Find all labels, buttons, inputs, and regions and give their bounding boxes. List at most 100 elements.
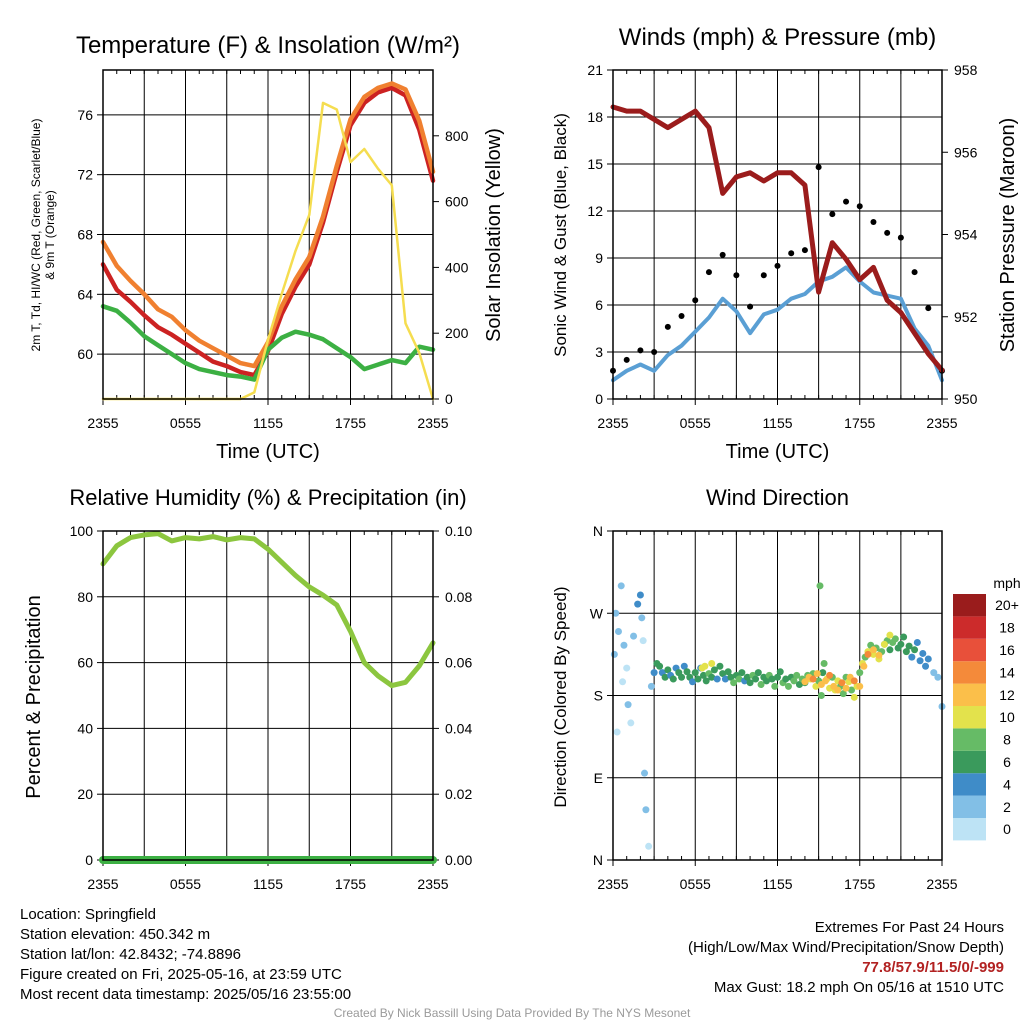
wind-gust-point bbox=[856, 203, 863, 210]
legend-title: mph bbox=[993, 575, 1020, 591]
temp-ytick-right-label: 400 bbox=[445, 259, 469, 275]
wind-frame bbox=[612, 69, 943, 400]
wind-gust-point bbox=[719, 251, 726, 258]
dir-point bbox=[683, 668, 691, 676]
wind-title: Winds (mph) & Pressure (mb) bbox=[619, 24, 936, 51]
dir-point bbox=[664, 666, 672, 674]
extremes-info: Extremes For Past 24 Hours (High/Low/Max… bbox=[688, 918, 1004, 998]
temp-ylabel-left: 2m T, Td, HI/WC (Red, Green, Scarlet/Blu… bbox=[29, 119, 43, 352]
elevation-text: Station elevation: 450.342 m bbox=[20, 926, 211, 943]
rh-ytick-right-label: 0.00 bbox=[445, 852, 472, 868]
dir-point bbox=[838, 679, 846, 687]
dir-point bbox=[647, 682, 655, 690]
dir-point bbox=[746, 679, 754, 687]
dir-point bbox=[911, 646, 919, 654]
dir-point bbox=[738, 669, 746, 677]
wind-ylabel-right: Station Pressure (Maroon) bbox=[997, 118, 1019, 353]
wind-gust-point bbox=[774, 262, 781, 269]
dir-point bbox=[817, 692, 825, 699]
dir-point bbox=[743, 673, 751, 681]
latlon-text: Station lat/lon: 42.8432; -74.8896 bbox=[20, 946, 242, 963]
dir-point bbox=[691, 669, 699, 677]
dir-ylabel-left: Direction (Colored By Speed) bbox=[551, 586, 570, 807]
temp-ytick-right-label: 200 bbox=[445, 325, 469, 341]
wind-gust-point bbox=[637, 347, 644, 354]
dir-ytick-label: W bbox=[590, 605, 604, 621]
dir-point bbox=[680, 662, 688, 670]
dir-point bbox=[768, 675, 776, 683]
temp-ytick-label: 60 bbox=[77, 346, 93, 362]
dir-xtick-label: 0555 bbox=[680, 876, 711, 892]
dir-point bbox=[702, 677, 710, 685]
dir-frame bbox=[612, 530, 943, 861]
wind-xtick-label: 1755 bbox=[844, 415, 875, 431]
dir-point bbox=[864, 650, 872, 658]
dir-point bbox=[784, 682, 792, 690]
wind-ytick-label: 6 bbox=[595, 297, 603, 313]
dir-point bbox=[793, 671, 801, 679]
dir-point bbox=[627, 719, 635, 727]
dir-point bbox=[856, 669, 864, 677]
extremes-title: Extremes For Past 24 Hours bbox=[814, 919, 1004, 936]
dir-point bbox=[645, 842, 653, 850]
dir-point bbox=[856, 682, 864, 690]
dir-point bbox=[630, 632, 638, 640]
rh-ylabel-left: Percent & Precipitation bbox=[23, 595, 45, 798]
dir-point bbox=[771, 682, 779, 690]
wind-ytick-label: 18 bbox=[587, 109, 603, 125]
dir-point bbox=[834, 686, 842, 694]
dir-point bbox=[820, 660, 828, 668]
dir-point bbox=[694, 675, 702, 683]
temp-ytick-right-label: 0 bbox=[445, 391, 453, 407]
temp-ytick-label: 76 bbox=[77, 107, 93, 123]
wind-ytick-right-label: 952 bbox=[954, 309, 978, 325]
dir-point bbox=[719, 670, 727, 678]
dir-point bbox=[860, 662, 868, 670]
dir-point bbox=[613, 728, 621, 736]
dir-point bbox=[620, 641, 628, 649]
dir-point bbox=[763, 677, 771, 685]
rh-xtick-label: 2355 bbox=[417, 876, 448, 892]
rh-ytick-label: 40 bbox=[77, 720, 93, 736]
temp-title: Temperature (F) & Insolation (W/m²) bbox=[76, 32, 460, 59]
dir-point bbox=[774, 673, 781, 681]
dir-point bbox=[919, 649, 927, 657]
temp-ytick-right-label: 600 bbox=[445, 194, 469, 210]
wind-gust-point bbox=[733, 272, 740, 279]
wind-gust-point bbox=[801, 247, 808, 254]
dir-point bbox=[891, 635, 899, 643]
credit-text: Created By Nick Bassill Using Data Provi… bbox=[333, 1006, 691, 1020]
rh-ytick-right-label: 0.06 bbox=[445, 655, 472, 671]
dir-ytick-label: S bbox=[594, 688, 603, 704]
dir-point bbox=[922, 662, 930, 670]
rh-ytick-label: 100 bbox=[70, 523, 94, 539]
dir-point bbox=[757, 681, 765, 689]
legend-label: 4 bbox=[1003, 776, 1011, 792]
legend-swatch bbox=[953, 818, 986, 841]
dir-point bbox=[623, 664, 631, 672]
dir-xtick-label: 2355 bbox=[926, 876, 957, 892]
dir-point bbox=[875, 651, 883, 659]
legend-swatch bbox=[953, 750, 986, 774]
wind-gust-point bbox=[692, 297, 699, 304]
dir-point bbox=[809, 675, 817, 683]
dir-xtick-label: 1155 bbox=[762, 876, 792, 892]
wind-xlabel: Time (UTC) bbox=[726, 441, 830, 463]
temp-xtick-label: 0555 bbox=[170, 415, 201, 431]
wind-xtick-label: 2355 bbox=[926, 415, 957, 431]
dir-point bbox=[900, 633, 908, 641]
dir-point bbox=[661, 673, 669, 681]
legend-swatch bbox=[953, 661, 986, 684]
rh-xtick-label: 0555 bbox=[170, 876, 201, 892]
legend-swatch bbox=[953, 773, 986, 796]
legend-label: 10 bbox=[999, 709, 1015, 725]
dir-title: Wind Direction bbox=[706, 485, 849, 510]
extremes-values: 77.8/57.9/11.5/0/-999 bbox=[862, 959, 1004, 976]
dir-point bbox=[724, 668, 732, 676]
temp-ylabel-right: Solar Insolation (Yellow) bbox=[483, 128, 505, 342]
dir-point bbox=[842, 684, 850, 692]
dir-point bbox=[699, 671, 707, 679]
legend-label: 14 bbox=[999, 664, 1015, 680]
wind-gust-point bbox=[747, 303, 754, 310]
